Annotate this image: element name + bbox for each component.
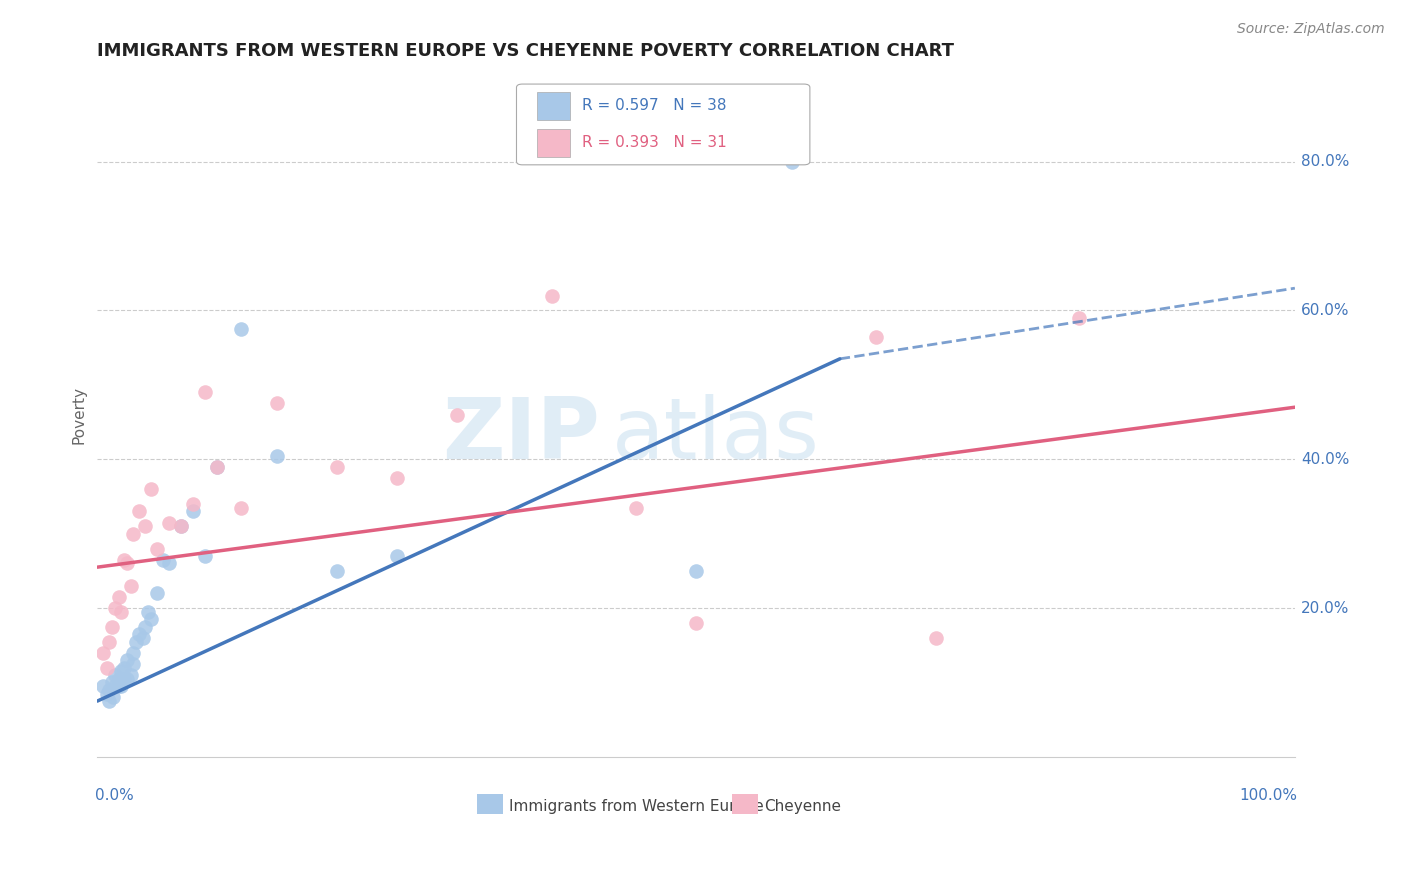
Point <box>194 549 217 563</box>
Point <box>385 471 408 485</box>
Point <box>112 660 135 674</box>
Text: 20.0%: 20.0% <box>1301 600 1350 615</box>
Point <box>136 605 159 619</box>
Text: R = 0.597   N = 38: R = 0.597 N = 38 <box>582 98 727 113</box>
Y-axis label: Poverty: Poverty <box>72 385 86 443</box>
Point <box>117 672 139 686</box>
Point <box>780 154 803 169</box>
Text: Cheyenne: Cheyenne <box>765 798 841 814</box>
Point <box>865 329 887 343</box>
Text: 40.0%: 40.0% <box>1301 451 1350 467</box>
Text: atlas: atlas <box>612 393 820 476</box>
Point <box>626 500 648 515</box>
Point <box>128 504 150 518</box>
Point <box>104 679 127 693</box>
Point <box>128 627 150 641</box>
Point <box>266 449 288 463</box>
Text: IMMIGRANTS FROM WESTERN EUROPE VS CHEYENNE POVERTY CORRELATION CHART: IMMIGRANTS FROM WESTERN EUROPE VS CHEYEN… <box>97 42 955 60</box>
Point <box>685 564 707 578</box>
Point <box>229 500 252 515</box>
Text: 0.0%: 0.0% <box>96 788 134 803</box>
Point <box>104 601 127 615</box>
Point <box>446 408 468 422</box>
Point <box>120 579 142 593</box>
Point <box>98 634 121 648</box>
Point <box>120 668 142 682</box>
Point <box>146 541 169 556</box>
Point <box>96 660 118 674</box>
FancyBboxPatch shape <box>537 129 571 157</box>
Point <box>205 459 228 474</box>
Point <box>205 459 228 474</box>
FancyBboxPatch shape <box>477 794 503 814</box>
Point <box>91 679 114 693</box>
Point <box>229 322 252 336</box>
Point <box>98 694 121 708</box>
Point <box>110 679 132 693</box>
Point <box>157 557 180 571</box>
Point <box>108 672 131 686</box>
Point <box>112 552 135 566</box>
Text: 100.0%: 100.0% <box>1239 788 1298 803</box>
Point <box>100 620 122 634</box>
Point <box>104 668 127 682</box>
Point <box>141 482 163 496</box>
Point <box>91 646 114 660</box>
Point <box>110 605 132 619</box>
Text: Immigrants from Western Europe: Immigrants from Western Europe <box>509 798 763 814</box>
FancyBboxPatch shape <box>516 84 810 165</box>
Point <box>685 615 707 630</box>
Point <box>146 586 169 600</box>
Point <box>112 672 135 686</box>
Text: Source: ZipAtlas.com: Source: ZipAtlas.com <box>1237 22 1385 37</box>
Point <box>924 631 946 645</box>
Point <box>134 519 156 533</box>
Point <box>110 665 132 679</box>
Point <box>170 519 193 533</box>
Point <box>132 631 155 645</box>
Point <box>96 687 118 701</box>
Point <box>541 288 564 302</box>
Point <box>157 516 180 530</box>
Point <box>122 646 145 660</box>
Point <box>124 634 146 648</box>
Point <box>108 590 131 604</box>
Point <box>100 675 122 690</box>
Point <box>194 385 217 400</box>
Point <box>181 504 204 518</box>
Point <box>266 396 288 410</box>
Point <box>134 620 156 634</box>
Point <box>117 557 139 571</box>
FancyBboxPatch shape <box>537 92 571 120</box>
Point <box>326 459 349 474</box>
Point <box>1069 310 1091 325</box>
Point <box>101 690 124 705</box>
Point <box>122 526 145 541</box>
Point <box>152 552 174 566</box>
FancyBboxPatch shape <box>733 794 758 814</box>
Point <box>326 564 349 578</box>
Text: R = 0.393   N = 31: R = 0.393 N = 31 <box>582 136 727 151</box>
Point <box>122 657 145 671</box>
Text: 60.0%: 60.0% <box>1301 303 1350 318</box>
Point <box>385 549 408 563</box>
Point <box>117 653 139 667</box>
Point <box>98 682 121 697</box>
Text: 80.0%: 80.0% <box>1301 154 1350 169</box>
Point <box>108 679 131 693</box>
Point <box>170 519 193 533</box>
Point <box>141 612 163 626</box>
Point <box>181 497 204 511</box>
Text: ZIP: ZIP <box>443 393 600 476</box>
